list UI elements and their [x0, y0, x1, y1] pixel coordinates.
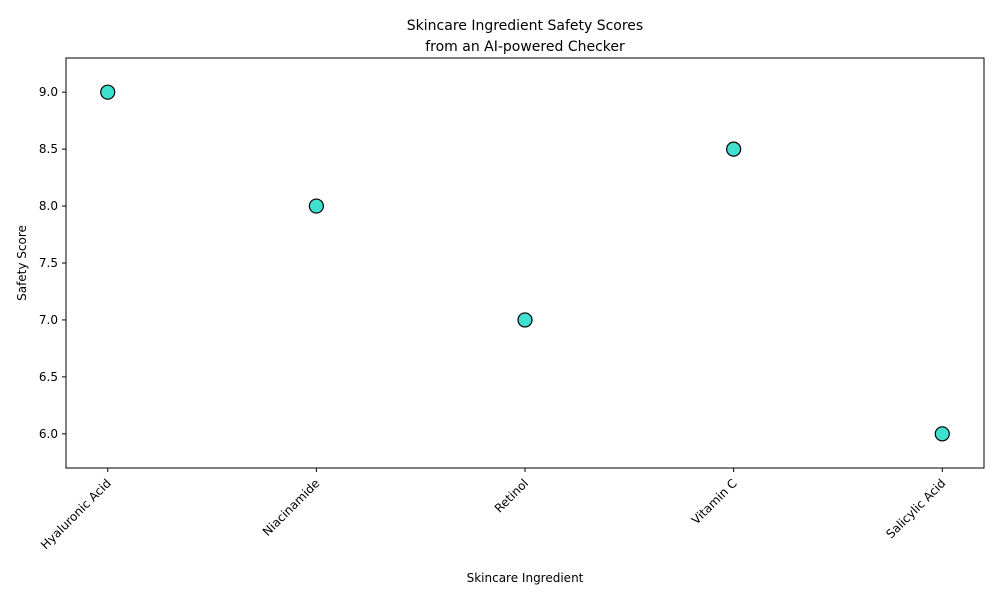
y-tick-label: 7.0 — [39, 313, 58, 327]
y-axis-label: Safety Score — [15, 225, 29, 301]
y-tick-label: 8.0 — [39, 199, 58, 213]
y-tick-label: 8.5 — [39, 142, 58, 156]
data-point — [934, 426, 950, 442]
data-point — [100, 84, 116, 100]
chart-title-line2: from an AI-powered Checker — [425, 39, 625, 55]
data-point — [517, 312, 533, 328]
data-point — [726, 141, 742, 157]
y-tick-label: 6.0 — [39, 427, 58, 441]
chart-title-line1: Skincare Ingredient Safety Scores — [407, 18, 643, 34]
y-tick-label: 9.0 — [39, 85, 58, 99]
y-tick-label: 7.5 — [39, 256, 58, 270]
plot-frame — [65, 57, 985, 469]
y-tick-label: 6.5 — [39, 370, 58, 384]
data-point — [308, 198, 324, 214]
x-axis-label: Skincare Ingredient — [467, 571, 584, 585]
